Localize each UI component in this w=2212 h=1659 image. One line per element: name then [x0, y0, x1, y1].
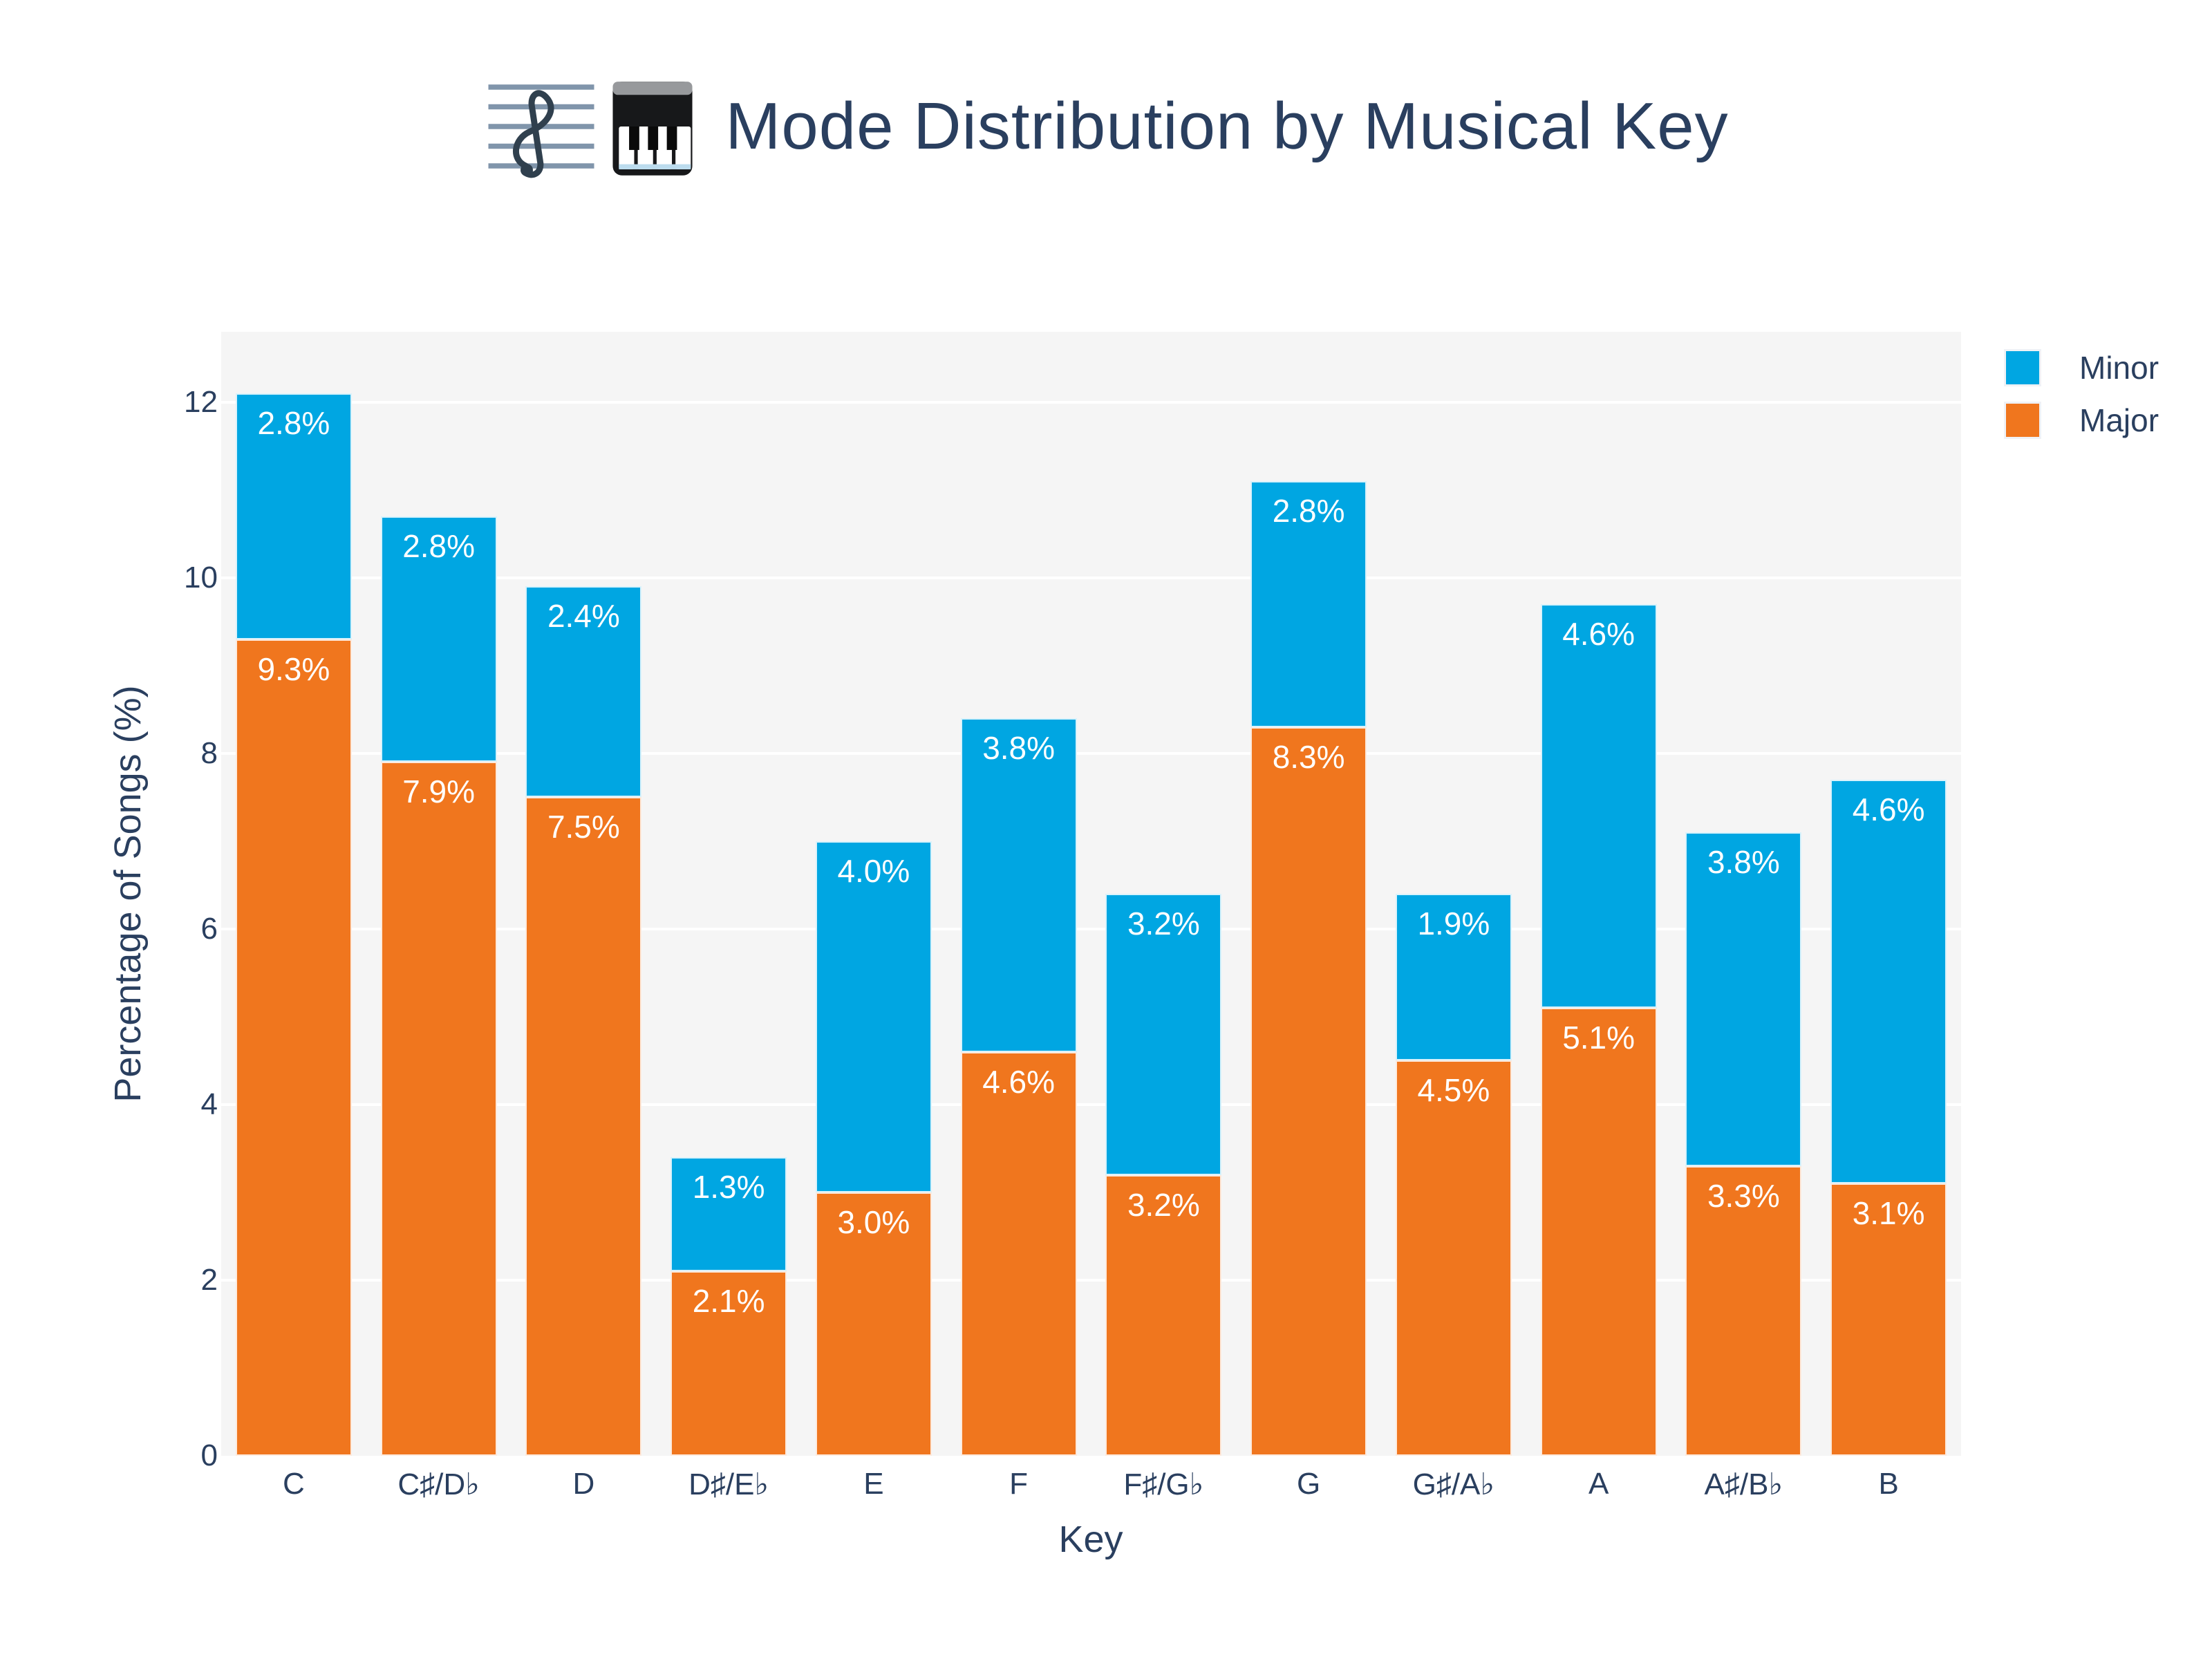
legend-item-minor[interactable]: Minor	[2006, 351, 2159, 384]
bar-value-label: 3.1%	[1852, 1195, 1925, 1232]
gridline	[221, 1278, 1961, 1282]
bar-segment-major-G♯/A♭[interactable]: 4.5%	[1395, 1060, 1512, 1456]
y-tick-label: 4	[200, 1087, 218, 1121]
bar-value-label: 3.2%	[1127, 906, 1200, 941]
plot-area[interactable]: 9.3% 2.8% 7.9% 2.8% 7.5% 2.4% 2.1% 1.3% 3.0% 4.0%…	[221, 332, 1961, 1456]
y-tick-label: 2	[200, 1262, 218, 1297]
x-tick-label: F	[1009, 1467, 1029, 1501]
gridline	[221, 1103, 1961, 1106]
bar-value-label: 3.8%	[1707, 844, 1780, 881]
bar-segment-major-E[interactable]: 3.0%	[815, 1192, 932, 1456]
bar-segment-major-D[interactable]: 7.5%	[525, 797, 642, 1456]
y-tick-label: 12	[184, 384, 218, 419]
bar-value-label: 7.5%	[547, 809, 620, 845]
bar-segment-minor-E[interactable]: 4.0%	[815, 841, 932, 1192]
bar-value-label: 2.1%	[692, 1283, 765, 1320]
bar-value-label: 4.6%	[1852, 791, 1925, 827]
x-tick-label: G	[1297, 1467, 1321, 1501]
x-tick-label: F♯/G♭	[1123, 1468, 1204, 1501]
bar-value-label: 2.8%	[402, 527, 476, 564]
bar-value-label: 2.8%	[257, 404, 330, 441]
bar-segment-major-F[interactable]: 4.6%	[960, 1051, 1077, 1456]
bar-value-label: 1.3%	[692, 1169, 765, 1206]
bar-value-label: 4.0%	[837, 852, 910, 889]
y-axis-ticks: 0 2 4 6 8 10 12	[0, 332, 218, 1470]
y-tick-label: 6	[200, 911, 218, 946]
y-tick-label: 0	[200, 1438, 218, 1472]
bar-segment-minor-G[interactable]: 2.8%	[1250, 480, 1367, 727]
bar-value-label: 4.6%	[982, 1063, 1056, 1100]
bar-segment-minor-A[interactable]: 4.6%	[1540, 603, 1657, 1009]
y-tick-label: 10	[184, 560, 218, 594]
x-tick-label: D♯/E♭	[688, 1468, 769, 1501]
legend: Minor Major	[2006, 351, 2159, 437]
bar-segment-major-A♯/B♭[interactable]: 3.3%	[1685, 1165, 1802, 1456]
legend-label-minor: Minor	[2079, 350, 2159, 386]
bar-value-label: 8.3%	[1272, 738, 1345, 775]
bar-value-label: 3.2%	[1127, 1186, 1200, 1223]
bar-value-label: 5.1%	[1562, 1020, 1635, 1056]
legend-label-major: Major	[2079, 402, 2159, 438]
x-axis-title: Key	[1058, 1519, 1123, 1560]
chart-title: Mode Distribution by Musical Key	[725, 89, 1729, 163]
bar-segment-minor-F♯/G♭[interactable]: 3.2%	[1105, 894, 1222, 1175]
bar-value-label: 7.9%	[402, 774, 476, 810]
x-tick-label: A	[1588, 1467, 1609, 1501]
bar-segment-minor-G♯/A♭[interactable]: 1.9%	[1395, 894, 1512, 1061]
gridline	[221, 576, 1961, 579]
bar-segment-major-C[interactable]: 9.3%	[235, 639, 352, 1456]
bar-value-label: 4.6%	[1562, 615, 1635, 652]
gridline	[221, 400, 1961, 404]
bar-value-label: 4.5%	[1417, 1072, 1490, 1109]
legend-item-major[interactable]: Major	[2006, 404, 2159, 437]
chart-header: Mode Distribution by Musical Key	[0, 75, 2212, 178]
x-tick-label: C♯/D♭	[397, 1468, 480, 1501]
x-tick-label: E	[863, 1467, 884, 1501]
bar-value-label: 9.3%	[257, 650, 330, 687]
legend-swatch-minor[interactable]	[2006, 351, 2039, 384]
x-axis-ticks: C C♯/D♭ D D♯/E♭ E F F♯/G♭ G G♯/A♭ A A♯/B♭ B	[221, 1456, 1961, 1518]
bar-value-label: 3.3%	[1707, 1177, 1780, 1214]
bar-segment-minor-F[interactable]: 3.8%	[960, 718, 1077, 1052]
bar-value-label: 3.8%	[982, 729, 1056, 766]
bar-segment-major-B[interactable]: 3.1%	[1830, 1183, 1947, 1456]
bar-value-label: 1.9%	[1417, 906, 1490, 941]
x-tick-label: A♯/B♭	[1704, 1468, 1783, 1501]
bar-segment-minor-C♯/D♭[interactable]: 2.8%	[380, 516, 497, 762]
bar-value-label: 2.8%	[1272, 492, 1345, 529]
x-tick-label: D	[572, 1467, 595, 1501]
legend-swatch-major[interactable]	[2006, 404, 2039, 437]
bar-segment-major-C♯/D♭[interactable]: 7.9%	[380, 762, 497, 1456]
bar-segment-major-A[interactable]: 5.1%	[1540, 1008, 1657, 1456]
bar-segment-major-F♯/G♭[interactable]: 3.2%	[1105, 1174, 1222, 1456]
bar-value-label: 2.4%	[547, 598, 620, 635]
y-tick-label: 8	[200, 735, 218, 770]
gridline	[221, 927, 1961, 930]
bar-segment-minor-B[interactable]: 4.6%	[1830, 779, 1947, 1184]
bar-segment-minor-D[interactable]: 2.4%	[525, 586, 642, 798]
bar-segment-minor-C[interactable]: 2.8%	[235, 393, 352, 639]
bar-value-label: 3.0%	[837, 1203, 910, 1240]
bar-segment-major-G[interactable]: 8.3%	[1250, 727, 1367, 1456]
bar-segment-minor-A♯/B♭[interactable]: 3.8%	[1685, 832, 1802, 1166]
x-tick-label: G♯/A♭	[1412, 1468, 1495, 1501]
bar-segment-minor-D♯/E♭[interactable]: 1.3%	[671, 1157, 787, 1272]
piano-keyboard-icon	[612, 82, 693, 176]
gridline	[221, 751, 1961, 755]
musical-score-icon	[488, 84, 594, 178]
x-tick-label: B	[1878, 1467, 1899, 1501]
bar-segment-major-D♯/E♭[interactable]: 2.1%	[671, 1271, 787, 1456]
x-tick-label: C	[282, 1467, 305, 1501]
